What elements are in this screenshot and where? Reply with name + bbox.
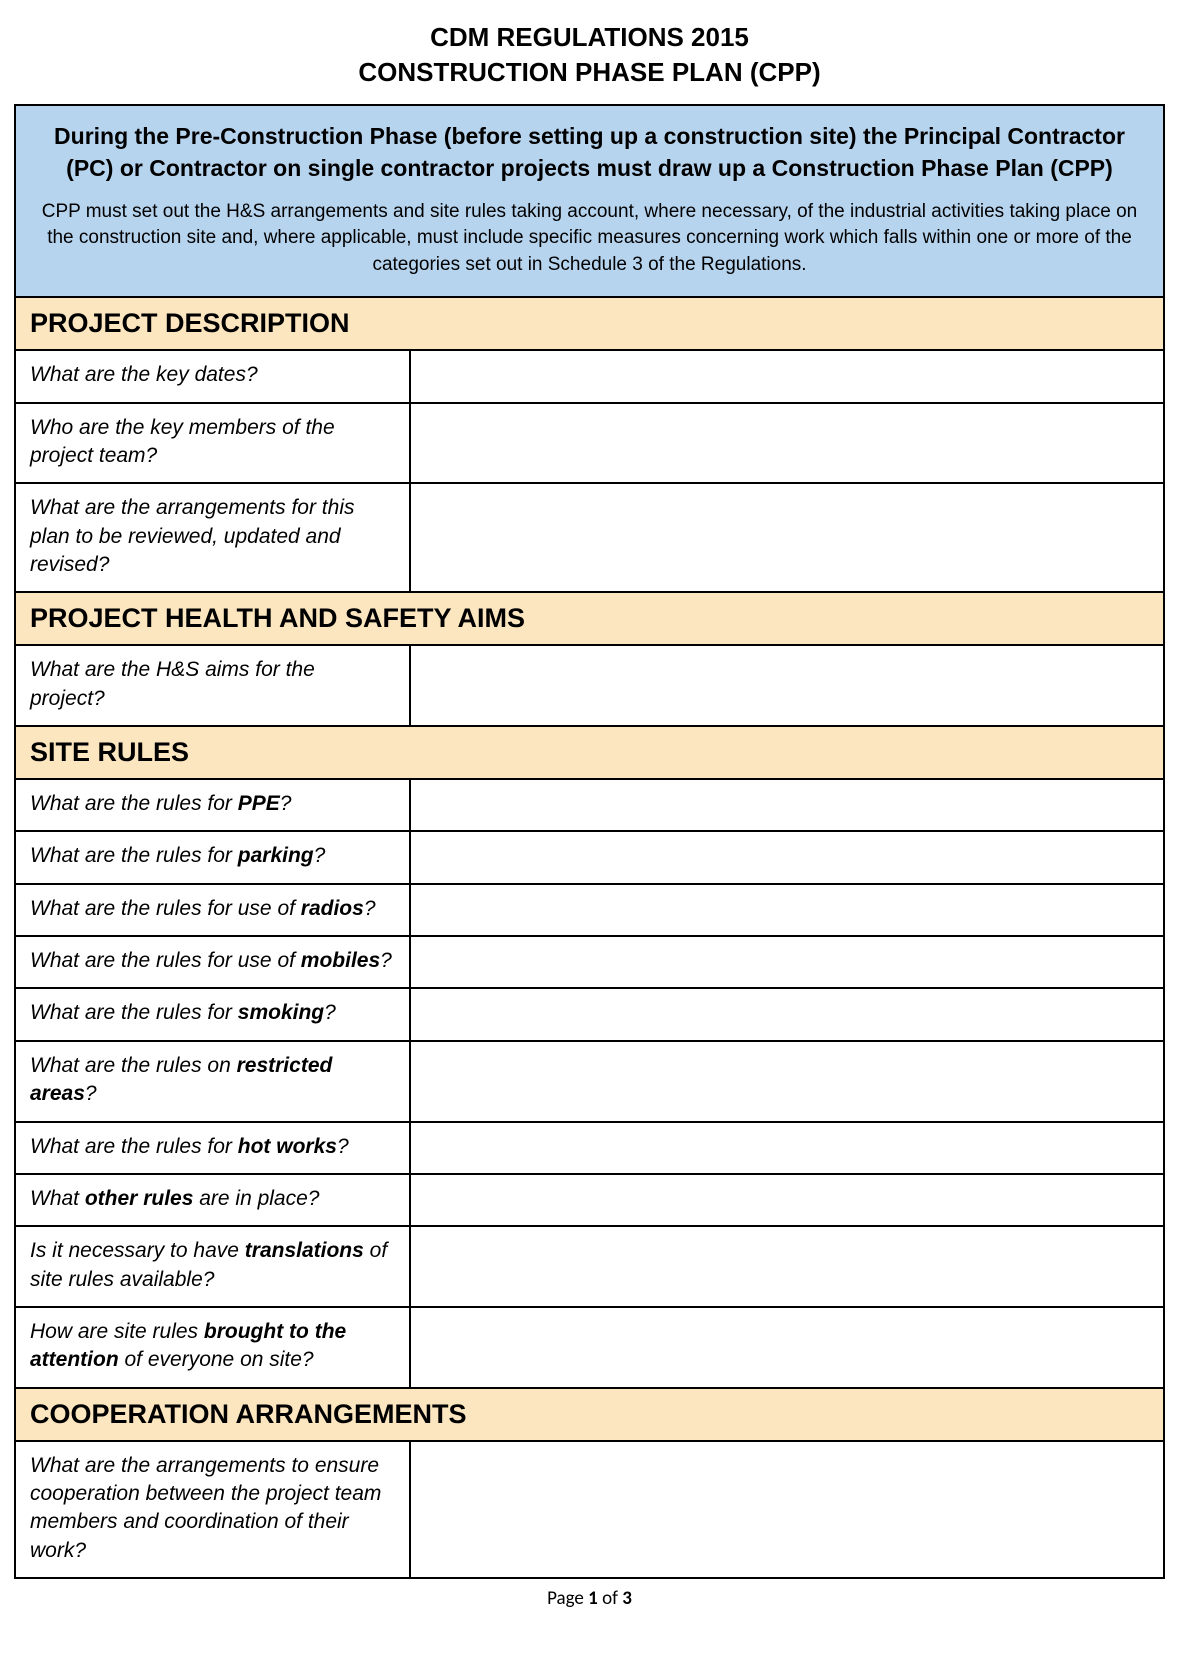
answer-cell[interactable] <box>411 484 1163 591</box>
form-row: What are the rules on restricted areas? <box>16 1042 1163 1123</box>
form-row: What are the arrangements for this plan … <box>16 484 1163 593</box>
title-line-1: CDM REGULATIONS 2015 <box>14 20 1165 55</box>
answer-cell[interactable] <box>411 1227 1163 1306</box>
question-cell: What other rules are in place? <box>16 1175 411 1225</box>
answer-cell[interactable] <box>411 780 1163 830</box>
question-cell: What are the key dates? <box>16 351 411 401</box>
form-row: What are the rules for PPE? <box>16 780 1163 832</box>
question-cell: What are the rules for parking? <box>16 832 411 882</box>
answer-cell[interactable] <box>411 351 1163 401</box>
form-row: Who are the key members of the project t… <box>16 404 1163 485</box>
question-cell: Who are the key members of the project t… <box>16 404 411 483</box>
title-line-2: CONSTRUCTION PHASE PLAN (CPP) <box>14 55 1165 90</box>
answer-cell[interactable] <box>411 404 1163 483</box>
answer-cell[interactable] <box>411 1042 1163 1121</box>
footer-prefix: Page <box>547 1587 588 1610</box>
intro-sub-text: CPP must set out the H&S arrangements an… <box>38 199 1141 279</box>
question-cell: Is it necessary to have translations of … <box>16 1227 411 1306</box>
answer-cell[interactable] <box>411 832 1163 882</box>
question-cell: What are the H&S aims for the project? <box>16 646 411 725</box>
form-row: What are the key dates? <box>16 351 1163 403</box>
answer-cell[interactable] <box>411 937 1163 987</box>
form-row: Is it necessary to have translations of … <box>16 1227 1163 1308</box>
footer-total-pages: 3 <box>622 1587 632 1610</box>
form-row: What are the H&S aims for the project? <box>16 646 1163 727</box>
form-table: During the Pre-Construction Phase (befor… <box>14 104 1165 1579</box>
question-cell: What are the rules for use of radios? <box>16 885 411 935</box>
answer-cell[interactable] <box>411 989 1163 1039</box>
answer-cell[interactable] <box>411 1123 1163 1173</box>
form-row: What are the rules for use of mobiles? <box>16 937 1163 989</box>
section-heading: PROJECT DESCRIPTION <box>16 298 1163 351</box>
question-cell: What are the arrangements for this plan … <box>16 484 411 591</box>
document-title: CDM REGULATIONS 2015 CONSTRUCTION PHASE … <box>14 20 1165 90</box>
question-cell: What are the rules on restricted areas? <box>16 1042 411 1121</box>
answer-cell[interactable] <box>411 1175 1163 1225</box>
form-row: What are the rules for use of radios? <box>16 885 1163 937</box>
form-row: What other rules are in place? <box>16 1175 1163 1227</box>
question-cell: What are the rules for use of mobiles? <box>16 937 411 987</box>
question-cell: What are the rules for hot works? <box>16 1123 411 1173</box>
form-row: What are the rules for parking? <box>16 832 1163 884</box>
page-footer: Page 1 of 3 <box>14 1579 1165 1610</box>
section-heading: PROJECT HEALTH AND SAFETY AIMS <box>16 593 1163 646</box>
answer-cell[interactable] <box>411 885 1163 935</box>
question-cell: What are the arrangements to ensure coop… <box>16 1442 411 1577</box>
section-heading: SITE RULES <box>16 727 1163 780</box>
form-row: How are site rules brought to the attent… <box>16 1308 1163 1389</box>
form-row: What are the rules for hot works? <box>16 1123 1163 1175</box>
form-row: What are the rules for smoking? <box>16 989 1163 1041</box>
intro-box: During the Pre-Construction Phase (befor… <box>16 106 1163 298</box>
section-heading: COOPERATION ARRANGEMENTS <box>16 1389 1163 1442</box>
answer-cell[interactable] <box>411 1308 1163 1387</box>
footer-current-page: 1 <box>588 1587 598 1610</box>
form-row: What are the arrangements to ensure coop… <box>16 1442 1163 1577</box>
answer-cell[interactable] <box>411 646 1163 725</box>
footer-mid: of <box>598 1587 622 1610</box>
question-cell: How are site rules brought to the attent… <box>16 1308 411 1387</box>
answer-cell[interactable] <box>411 1442 1163 1577</box>
question-cell: What are the rules for PPE? <box>16 780 411 830</box>
question-cell: What are the rules for smoking? <box>16 989 411 1039</box>
intro-main-text: During the Pre-Construction Phase (befor… <box>38 120 1141 184</box>
